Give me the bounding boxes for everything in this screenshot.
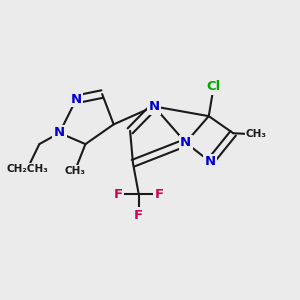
Text: F: F (155, 188, 164, 201)
Text: CH₃: CH₃ (246, 129, 267, 140)
Text: N: N (205, 155, 216, 168)
Text: CH₃: CH₃ (64, 166, 85, 176)
Text: CH₂CH₃: CH₂CH₃ (6, 164, 48, 174)
Text: F: F (113, 188, 123, 201)
Text: F: F (134, 209, 143, 222)
Text: N: N (180, 136, 191, 149)
Text: N: N (148, 100, 160, 113)
Text: Cl: Cl (206, 80, 221, 93)
Text: N: N (70, 93, 82, 106)
Text: N: N (54, 126, 65, 140)
